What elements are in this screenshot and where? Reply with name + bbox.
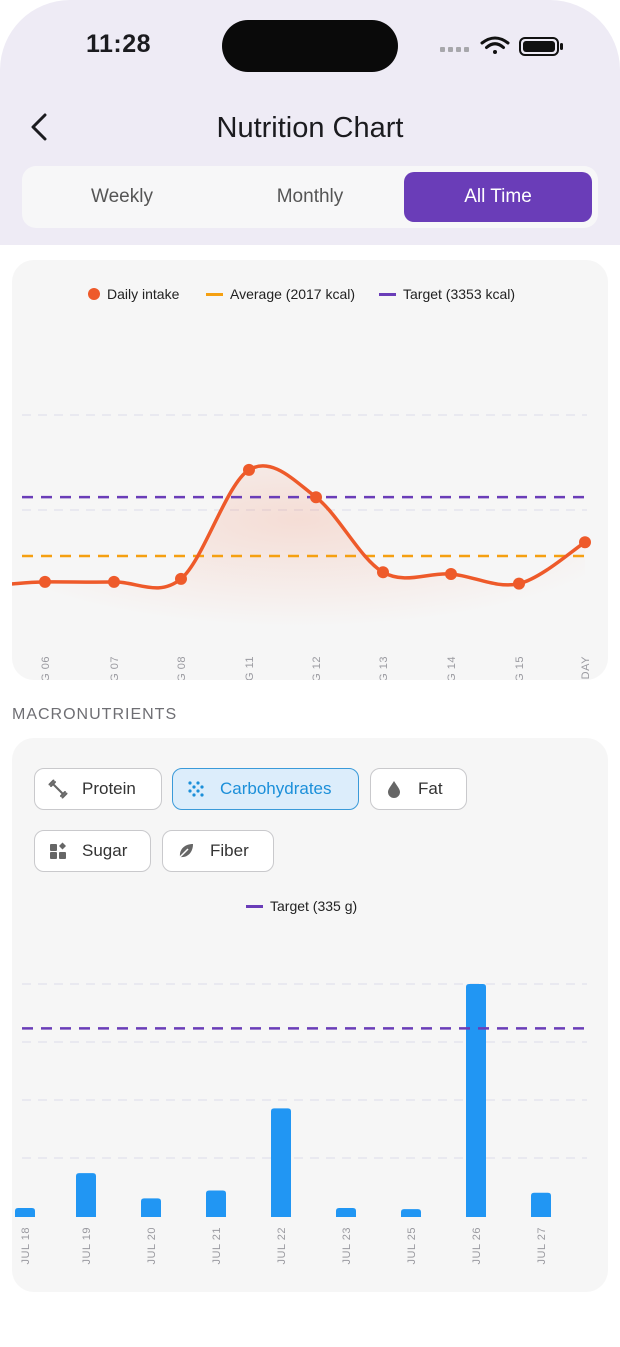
- legend-line-icon: [246, 904, 263, 908]
- data-point: [108, 575, 120, 588]
- x-tick-label: JUL 23: [341, 1227, 353, 1264]
- data-point: [377, 566, 389, 579]
- wifi-icon: [480, 36, 510, 54]
- data-point: [310, 491, 322, 504]
- x-tick-label: JUL 22: [276, 1227, 288, 1264]
- daily-intake-line: [12, 464, 587, 590]
- x-tick-label: AUG 14: [446, 656, 458, 680]
- legend-average-label: Average (2017 kcal): [230, 286, 356, 302]
- back-button[interactable]: [24, 110, 58, 144]
- bar: [141, 1198, 161, 1217]
- x-tick-label: AUG 07: [109, 656, 121, 680]
- bar: [466, 983, 486, 1217]
- chip-sugar[interactable]: Sugar: [34, 830, 151, 872]
- legend-average: Average (2017 kcal): [206, 286, 355, 302]
- dynamic-island: [222, 20, 398, 72]
- period-tabs: Weekly Monthly All Time: [22, 166, 598, 228]
- data-point: [243, 463, 255, 476]
- legend-line-icon: [379, 292, 396, 296]
- legend-target-label: Target (3353 kcal): [403, 286, 516, 302]
- x-tick-label: JUL 20: [146, 1227, 158, 1264]
- dumbbell-icon: [48, 779, 68, 799]
- x-tick-label: AUG 06: [40, 656, 52, 680]
- x-tick-label: AUG 15: [514, 656, 526, 680]
- calorie-chart-card: Daily intake Average (2017 kcal) Target …: [12, 260, 608, 680]
- x-tick-label: AUG 08: [176, 656, 188, 680]
- drop-icon: [388, 781, 400, 798]
- x-tick-label: AUG 12: [311, 656, 323, 680]
- chip-carbohydrates[interactable]: Carbohydrates: [172, 768, 359, 810]
- x-tick-label: JUL 26: [471, 1227, 483, 1264]
- carbohydrates-bar-chart: JUL 18 JUL 19 JUL 20 JUL 21 JUL 22 JUL 23 JUL …: [15, 983, 587, 1264]
- x-tick-label: JUL 19: [81, 1227, 93, 1264]
- bar: [271, 1108, 291, 1217]
- bar: [206, 1190, 226, 1217]
- x-tick-label: JUL 18: [20, 1227, 32, 1264]
- data-point: [175, 572, 187, 585]
- x-tick-label: JUL 27: [536, 1227, 548, 1264]
- x-tick-label: AUG 13: [378, 656, 390, 680]
- legend-daily-intake: Daily intake: [88, 286, 179, 302]
- bar: [336, 1207, 356, 1217]
- chip-protein-label: Protein: [82, 779, 136, 798]
- bar: [531, 1192, 551, 1217]
- data-point: [579, 536, 591, 549]
- x-tick-label: JUL 25: [406, 1227, 418, 1264]
- bar: [15, 1207, 35, 1217]
- data-point: [513, 577, 525, 590]
- data-point: [445, 567, 457, 580]
- leaf-icon: [179, 844, 193, 858]
- chip-fat-label: Fat: [418, 779, 443, 798]
- chip-protein[interactable]: Protein: [34, 768, 162, 810]
- grain-dots-icon: [188, 781, 204, 797]
- chip-fiber-label: Fiber: [210, 841, 249, 860]
- legend-line-icon: [206, 292, 223, 296]
- sugar-cubes-icon: [50, 842, 66, 859]
- legend-macro-target-label: Target (335 g): [270, 898, 358, 914]
- legend-macro-target: Target (335 g): [246, 898, 357, 914]
- status-icons: [440, 34, 570, 58]
- chip-fiber[interactable]: Fiber: [162, 830, 274, 872]
- data-point: [39, 575, 51, 588]
- legend-target: Target (3353 kcal): [379, 286, 515, 302]
- battery-icon: [519, 37, 563, 56]
- x-tick-label: JUL 21: [211, 1227, 223, 1264]
- x-tick-label: TODAY: [580, 656, 592, 680]
- bar: [76, 1173, 96, 1217]
- macronutrients-heading: MACRONUTRIENTS: [12, 706, 178, 723]
- x-tick-label: AUG 11: [244, 656, 256, 680]
- legend-dot-icon: [88, 288, 100, 300]
- chip-fat[interactable]: Fat: [370, 768, 467, 810]
- tab-monthly[interactable]: Monthly: [276, 186, 344, 207]
- tab-all-time[interactable]: All Time: [404, 172, 592, 222]
- macronutrients-card: Protein Carbohydrates Fat: [12, 738, 608, 1292]
- cellular-signal-icon: [440, 47, 469, 52]
- page-title: Nutrition Chart: [216, 112, 404, 144]
- legend-daily-label: Daily intake: [107, 286, 180, 302]
- header-area: 11:28: [0, 0, 620, 245]
- status-time: 11:28: [86, 30, 152, 58]
- chip-sugar-label: Sugar: [82, 841, 128, 860]
- bar: [401, 1209, 421, 1217]
- calorie-line-chart: AUG 06 AUG 07 AUG 08 AUG 11 AUG 12 AUG 13 AUG …: [12, 414, 592, 680]
- tab-weekly[interactable]: Weekly: [91, 186, 153, 207]
- chip-carbohydrates-label: Carbohydrates: [220, 779, 332, 798]
- chevron-left-icon: [31, 113, 47, 141]
